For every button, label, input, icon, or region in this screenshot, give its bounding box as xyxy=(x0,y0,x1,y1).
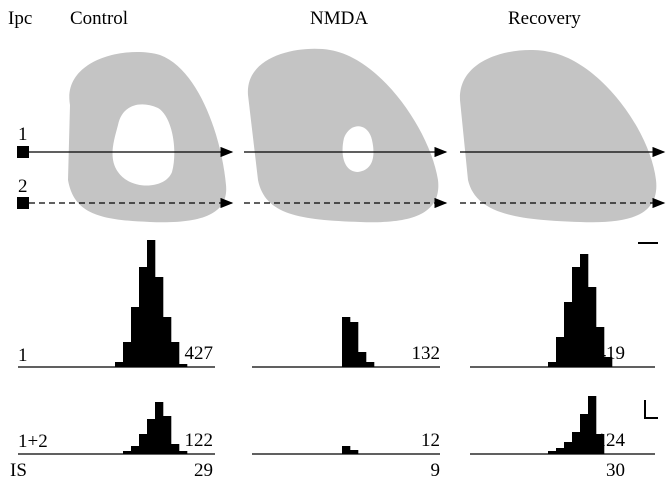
histogram-bar xyxy=(548,451,556,454)
histogram-bar xyxy=(350,322,358,367)
histogram-bar xyxy=(163,416,171,454)
column-title: Control xyxy=(70,8,128,29)
histogram-bar xyxy=(147,240,155,367)
count-label: 427 xyxy=(185,343,214,364)
histogram-bar xyxy=(572,432,580,454)
histogram-bar xyxy=(147,419,155,454)
histogram-bar xyxy=(342,446,350,454)
column-title: Recovery xyxy=(508,8,581,29)
histogram-bar xyxy=(171,444,179,454)
track-label: 2 xyxy=(18,176,28,197)
row-label: IS xyxy=(10,460,27,481)
count-label: 9 xyxy=(431,460,441,481)
count-label: 132 xyxy=(412,343,441,364)
histogram-bar xyxy=(358,352,366,367)
slice xyxy=(248,49,438,222)
histogram-bar xyxy=(123,342,131,367)
track-label: 1 xyxy=(18,124,28,145)
histogram-bar xyxy=(139,267,147,367)
histogram-bar xyxy=(580,414,588,454)
scale-bar xyxy=(645,400,658,418)
count-label: 419 xyxy=(597,343,626,364)
count-label: 12 xyxy=(421,430,440,451)
histogram-bar xyxy=(564,302,572,367)
electrode xyxy=(17,146,29,158)
figure: Ipc Control NMDA Recovery 1 2 1 1+2 IS 4… xyxy=(0,0,667,485)
histogram-bar xyxy=(556,337,564,367)
histogram-bar xyxy=(131,446,139,454)
histogram-bar xyxy=(155,277,163,367)
histogram-bar xyxy=(350,450,358,454)
electrode xyxy=(17,197,29,209)
histogram-bar xyxy=(155,402,163,454)
histogram-bar xyxy=(556,448,564,454)
slice-hole xyxy=(343,126,374,172)
histogram-bar xyxy=(366,362,374,367)
count-label: 30 xyxy=(606,460,625,481)
histogram-bar xyxy=(572,267,580,367)
row-label: 1+2 xyxy=(18,431,48,452)
histogram-bar xyxy=(131,307,139,367)
histogram-bar xyxy=(115,362,123,367)
histogram-bar xyxy=(179,451,187,454)
count-label: 29 xyxy=(194,460,213,481)
histogram-bar xyxy=(564,442,572,454)
count-label: 124 xyxy=(597,430,626,451)
region-label: Ipc xyxy=(8,8,32,29)
count-label: 122 xyxy=(185,430,214,451)
histogram-bar xyxy=(588,287,596,367)
histogram-bar xyxy=(342,317,350,367)
histogram-bar xyxy=(588,396,596,454)
histogram-bar xyxy=(179,364,187,367)
slice-hole xyxy=(113,104,175,185)
histogram-bar xyxy=(163,317,171,367)
row-label: 1 xyxy=(18,345,28,366)
histogram-bar xyxy=(171,342,179,367)
column-title: NMDA xyxy=(310,8,368,29)
slice xyxy=(460,50,656,222)
histogram-bar xyxy=(548,362,556,367)
histogram-bar xyxy=(580,254,588,367)
histogram-bar xyxy=(123,451,131,454)
histograms: 427 132 419 122 12 124 29 9 30 xyxy=(18,240,655,481)
histogram-bar xyxy=(139,434,147,454)
